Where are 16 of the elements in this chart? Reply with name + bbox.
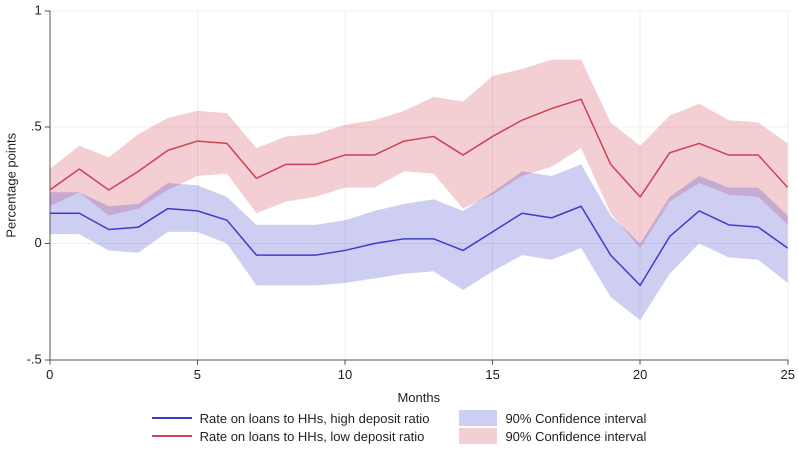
x-tick-label: 5 [194, 367, 201, 382]
legend-label: Rate on loans to HHs, high deposit ratio [200, 410, 430, 426]
x-axis-title: Months [397, 390, 441, 405]
x-tick-label: 0 [46, 367, 54, 382]
x-tick-label: 15 [485, 367, 500, 382]
x-tick-label: 20 [632, 367, 648, 382]
text: 90% Confidence interval [505, 428, 646, 444]
x-tick-label: 10 [338, 367, 352, 382]
y-axis-title: Percentage points [3, 132, 18, 238]
y-tick-label: -.5 [26, 351, 42, 366]
y-tick-label: .5 [30, 118, 42, 134]
y-tick-label: 0 [34, 235, 42, 250]
x-tick-label: 25 [780, 367, 796, 382]
text: 90% Confidence interval [505, 410, 646, 426]
y-tick-label: 1 [34, 2, 42, 18]
legend-label: Rate on loans to HHs, low deposit ratio [200, 428, 424, 444]
